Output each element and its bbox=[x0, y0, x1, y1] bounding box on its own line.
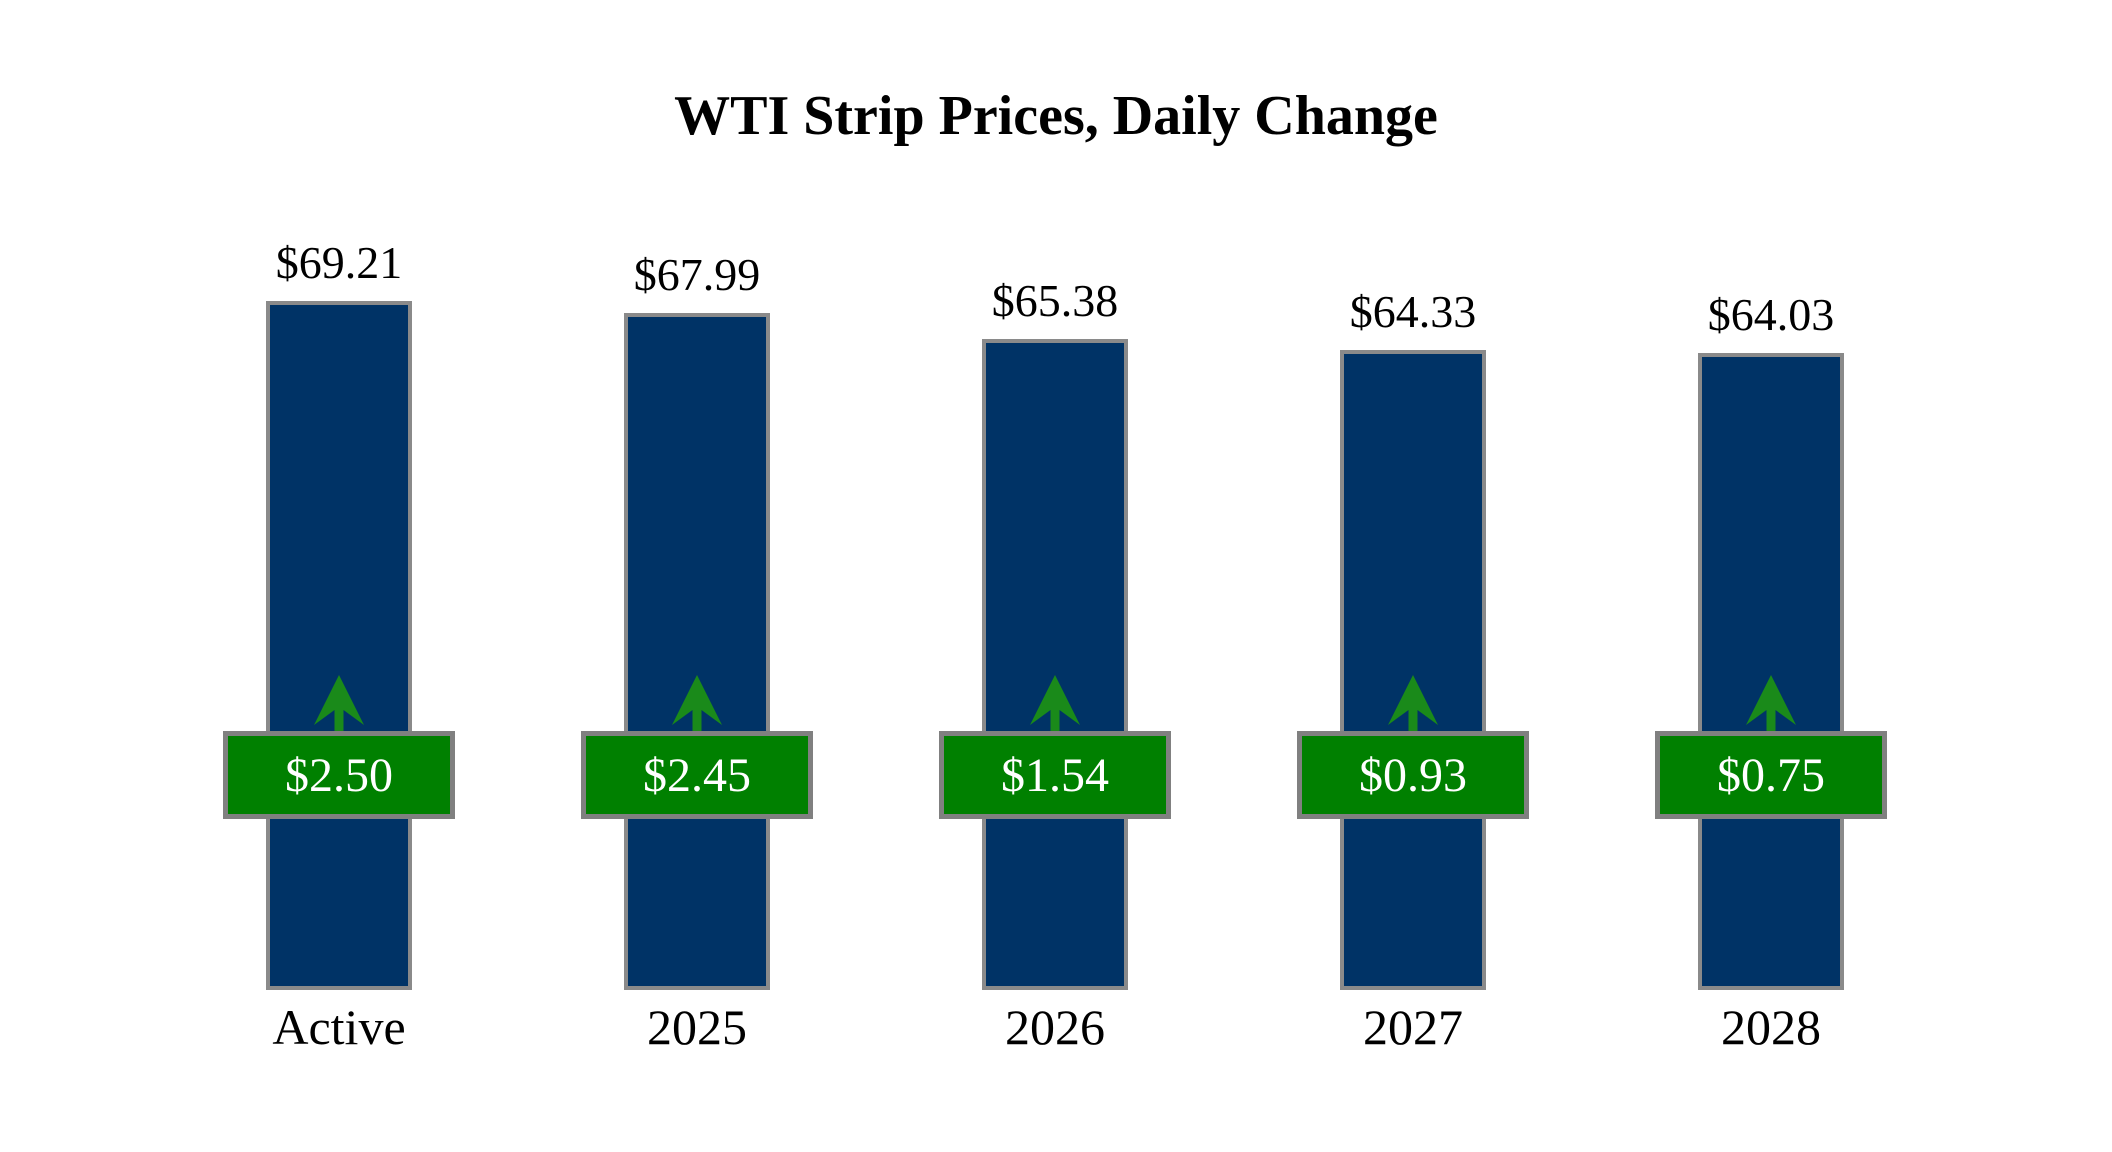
up-arrow-icon bbox=[1388, 675, 1438, 732]
category-label-2028: 2028 bbox=[1721, 999, 1821, 1055]
up-arrow-icon bbox=[1746, 675, 1796, 732]
value-label-2028: $64.03 bbox=[1707, 289, 1835, 340]
change-badge-2026: $1.54 bbox=[939, 731, 1171, 819]
chart-title: WTI Strip Prices, Daily Change bbox=[674, 85, 1438, 147]
up-arrow-icon bbox=[672, 675, 722, 732]
value-label-2025: $67.99 bbox=[633, 249, 761, 300]
value-label-2027: $64.33 bbox=[1349, 286, 1477, 337]
change-badge-2027: $0.93 bbox=[1297, 731, 1529, 819]
bar-2028 bbox=[1698, 353, 1844, 990]
value-label-active: $69.21 bbox=[275, 237, 403, 288]
category-label-active: Active bbox=[272, 999, 406, 1055]
value-label-2026: $65.38 bbox=[991, 275, 1119, 326]
category-label-2025: 2025 bbox=[647, 999, 747, 1055]
bar-active bbox=[266, 301, 412, 990]
category-label-2026: 2026 bbox=[1005, 999, 1105, 1055]
category-label-2027: 2027 bbox=[1363, 999, 1463, 1055]
change-badge-2025: $2.45 bbox=[581, 731, 813, 819]
bar-2027 bbox=[1340, 350, 1486, 990]
change-badge-active: $2.50 bbox=[223, 731, 455, 819]
bar-2025 bbox=[624, 313, 770, 990]
up-arrow-icon bbox=[1030, 675, 1080, 732]
up-arrow-icon bbox=[314, 675, 364, 732]
bar-2026 bbox=[982, 339, 1128, 990]
change-badge-2028: $0.75 bbox=[1655, 731, 1887, 819]
